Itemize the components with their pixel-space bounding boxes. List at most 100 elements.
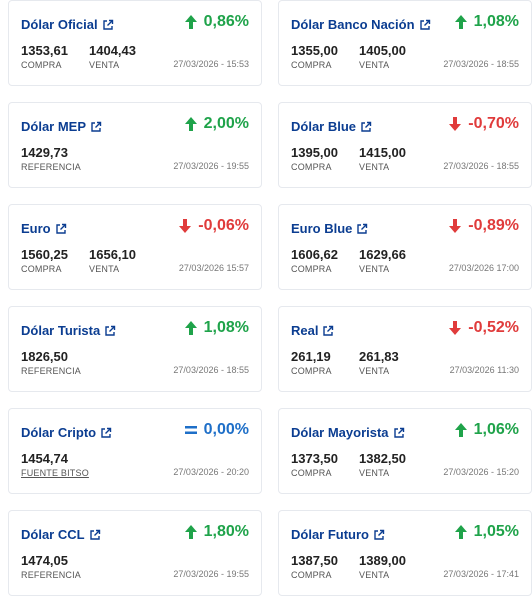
price-value: 1560,25 [21, 247, 68, 262]
change-indicator: 0,00% [184, 421, 249, 439]
arrow-up-icon [184, 320, 198, 336]
quote-title-link[interactable]: Dólar Banco Nación [291, 17, 431, 32]
update-timestamp: 27/03/2026 - 18:55 [443, 59, 519, 69]
external-link-icon[interactable] [104, 325, 116, 337]
quote-value-1: 261,19 COMPRA [291, 349, 343, 377]
quote-value-1: 1387,50 COMPRA [291, 554, 343, 581]
quote-title: Dólar Mayorista [291, 425, 389, 440]
quote-card: Dólar Futuro 1,05% 1387,50 COMPRA 1389,00 VEN… [278, 510, 532, 596]
quote-values: 1355,00 COMPRA 1405,00 VENTA [291, 43, 406, 71]
price-label: VENTA [359, 60, 390, 70]
quote-title: Dólar Blue [291, 119, 357, 134]
quote-title: Dólar Turista [21, 323, 101, 338]
quote-title-link[interactable]: Dólar CCL [21, 527, 101, 542]
update-timestamp: 27/03/2026 - 15:53 [173, 59, 249, 69]
price-label: COMPRA [21, 264, 62, 274]
quote-value-1: 1395,00 COMPRA [291, 146, 343, 173]
quote-card: Dólar CCL 1,80% 1474,05 REFERENCIA 27/03/202… [8, 510, 262, 596]
quote-title-link[interactable]: Real [291, 323, 334, 338]
external-link-icon[interactable] [55, 223, 67, 235]
change-percent: -0,52% [468, 319, 519, 336]
quote-title-link[interactable]: Dólar Futuro [291, 527, 385, 542]
quote-values: 1606,62 COMPRA 1629,66 VENTA [291, 247, 406, 275]
external-link-icon[interactable] [419, 19, 431, 31]
change-percent: 1,08% [473, 13, 519, 30]
arrow-up-icon [454, 422, 468, 438]
price-value: 1429,73 [21, 145, 68, 160]
external-link-icon[interactable] [393, 427, 405, 439]
quote-values: 1474,05 REFERENCIA [21, 554, 81, 581]
arrow-down-icon [448, 116, 462, 132]
price-value: 1656,10 [89, 247, 136, 262]
source-link[interactable]: FUENTE BITSO [21, 468, 89, 478]
price-value: 1382,50 [359, 451, 406, 466]
update-timestamp: 27/03/2026 - 18:55 [443, 161, 519, 171]
external-link-icon[interactable] [322, 325, 334, 337]
update-timestamp: 27/03/2026 - 19:55 [173, 569, 249, 579]
quote-title-link[interactable]: Dólar Turista [21, 323, 116, 338]
price-value: 1355,00 [291, 43, 338, 58]
quote-value-2: 1405,00 VENTA [359, 44, 406, 71]
arrow-down-icon [178, 218, 192, 234]
external-link-icon[interactable] [373, 529, 385, 541]
update-timestamp: 27/03/2026 - 15:20 [443, 467, 519, 477]
change-indicator: 0,86% [184, 13, 249, 31]
quote-values: 1454,74 FUENTE BITSO [21, 452, 89, 479]
external-link-icon[interactable] [356, 223, 368, 235]
external-link-icon[interactable] [360, 121, 372, 133]
quote-card: Dólar Mayorista 1,06% 1373,50 COMPRA 1382,50… [278, 408, 532, 494]
update-timestamp: 27/03/2026 - 17:41 [443, 569, 519, 579]
change-indicator: 1,06% [454, 421, 519, 439]
change-indicator: 1,80% [184, 523, 249, 541]
quote-card: Dólar Oficial 0,86% 1353,61 COMPRA 1404,43 VE… [8, 0, 262, 86]
price-value: 1826,50 [21, 349, 68, 364]
quote-value-2: 1629,66 VENTA [359, 248, 406, 275]
price-value: 1606,62 [291, 247, 338, 262]
quote-value-2: 1415,00 VENTA [359, 146, 406, 173]
quote-value-1: 1429,73 REFERENCIA [21, 145, 81, 173]
arrow-up-icon [454, 524, 468, 540]
quote-values: 1826,50 REFERENCIA [21, 349, 82, 377]
external-link-icon[interactable] [89, 529, 101, 541]
quote-value-2: 1404,43 VENTA [89, 44, 136, 71]
external-link-icon[interactable] [90, 121, 102, 133]
change-indicator: -0,89% [448, 217, 519, 235]
quote-title: Euro [21, 221, 51, 236]
quote-title-link[interactable]: Dólar MEP [21, 119, 102, 134]
quote-title-link[interactable]: Euro [21, 221, 67, 236]
external-link-icon[interactable] [102, 19, 114, 31]
change-percent: 0,00% [203, 421, 249, 438]
quote-card: Dólar Cripto 0,00% 1454,74 FUENTE BITSO 27/0… [8, 408, 262, 494]
quote-title-link[interactable]: Dólar Oficial [21, 17, 114, 32]
quote-values: 1373,50 COMPRA 1382,50 VENTA [291, 451, 406, 479]
quote-title-link[interactable]: Dólar Blue [291, 119, 372, 134]
quote-title-link[interactable]: Dólar Cripto [21, 425, 112, 440]
price-label: COMPRA [291, 60, 332, 70]
quote-value-2: 261,83 VENTA [359, 350, 399, 377]
price-value: 261,19 [291, 349, 331, 364]
change-indicator: 1,08% [454, 13, 519, 31]
quote-title: Euro Blue [291, 221, 353, 236]
quote-values: 261,19 COMPRA 261,83 VENTA [291, 349, 399, 377]
quote-title: Dólar Oficial [21, 17, 98, 32]
equals-icon [184, 422, 198, 438]
price-label: COMPRA [21, 60, 62, 70]
quote-title: Dólar Banco Nación [291, 17, 415, 32]
price-label: VENTA [89, 264, 120, 274]
quote-card: Dólar Turista 1,08% 1826,50 REFERENCIA 27/03… [8, 306, 262, 392]
arrow-up-icon [184, 14, 198, 30]
quote-card: Dólar Blue -0,70% 1395,00 COMPRA 1415,00 VENT… [278, 102, 532, 188]
quote-value-1: 1353,61 COMPRA [21, 44, 73, 71]
quote-title: Dólar CCL [21, 527, 85, 542]
change-percent: -0,70% [468, 115, 519, 132]
quote-values: 1395,00 COMPRA 1415,00 VENTA [291, 146, 406, 173]
external-link-icon[interactable] [100, 427, 112, 439]
quote-value-1: 1373,50 COMPRA [291, 452, 343, 479]
update-timestamp: 27/03/2026 15:57 [178, 263, 249, 273]
quote-title-link[interactable]: Dólar Mayorista [291, 425, 405, 440]
update-timestamp: 27/03/2026 11:30 [449, 365, 519, 375]
quote-title-link[interactable]: Euro Blue [291, 221, 368, 236]
change-indicator: 1,08% [184, 319, 249, 337]
change-percent: 0,86% [203, 13, 249, 30]
price-label: REFERENCIA [21, 366, 82, 376]
